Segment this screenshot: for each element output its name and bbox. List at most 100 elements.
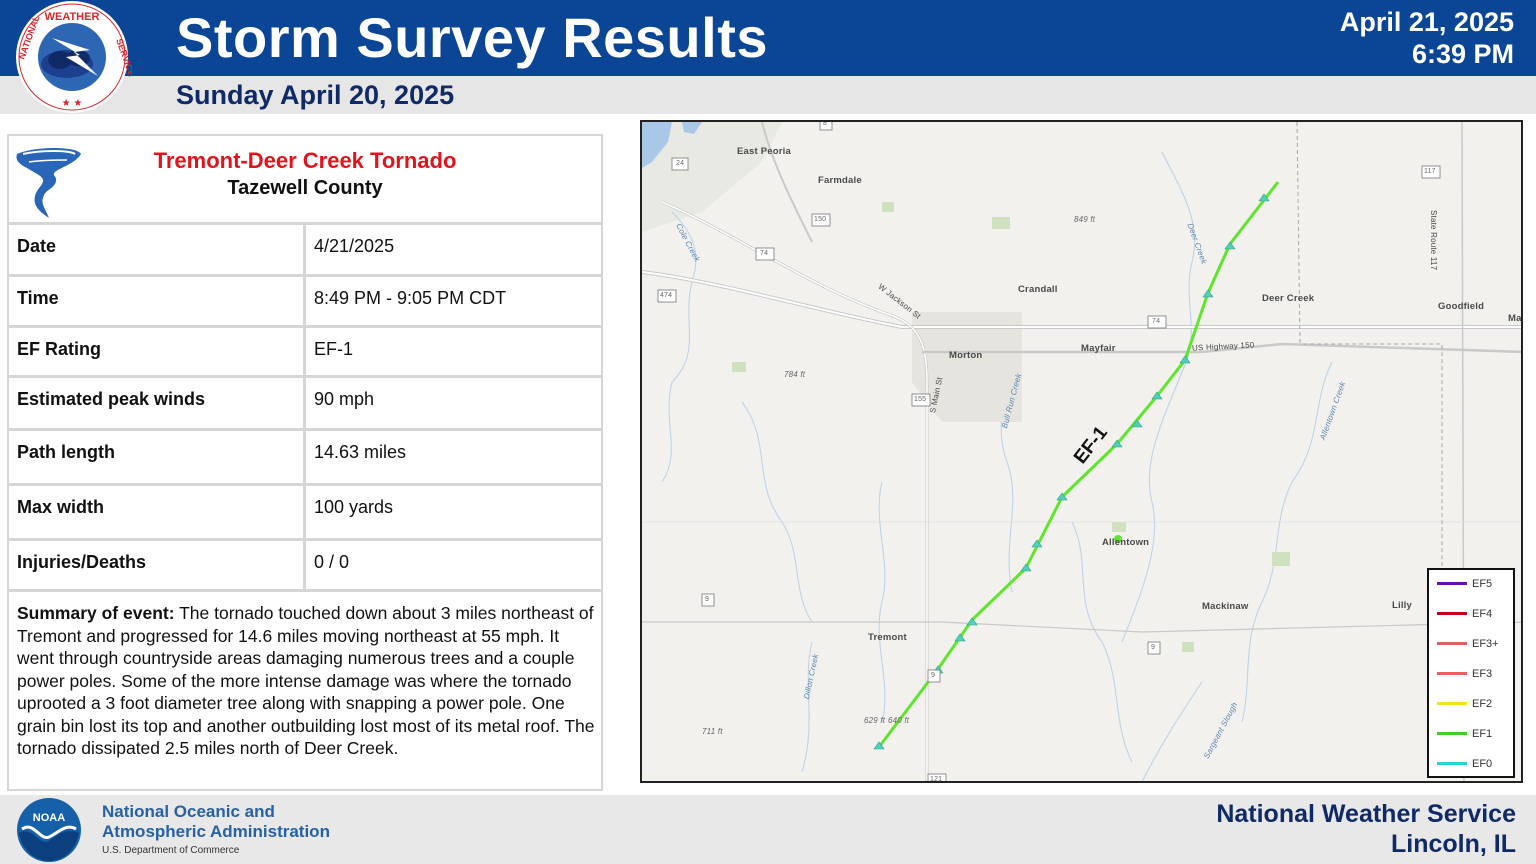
route-shield-155: 155 <box>914 396 927 403</box>
legend-item-ef2: EF2 <box>1437 696 1513 712</box>
svg-text:★ ★: ★ ★ <box>62 98 83 109</box>
info-label-ef-rating: EF Rating <box>17 339 101 359</box>
legend-item-ef0: EF0 <box>1437 756 1513 772</box>
elevation-711: 711 ft <box>702 727 723 736</box>
info-value-peak-winds: 90 mph <box>314 389 375 409</box>
row-divider <box>303 277 306 325</box>
road-label-route-117: State Route 117 <box>1429 210 1438 271</box>
info-value-time: 8:49 PM - 9:05 PM CDT <box>314 288 507 308</box>
info-label-injuries: Injuries/Deaths <box>17 552 147 572</box>
noaa-name-line2: Atmospheric Administration <box>102 822 330 841</box>
page-title: Storm Survey Results <box>176 6 768 69</box>
legend-label: EF1 <box>1472 728 1493 740</box>
noaa-name-line1: National Oceanic and <box>102 802 275 821</box>
info-row-date: Date 4/21/2025 <box>9 225 601 277</box>
info-value-date: 4/21/2025 <box>314 236 395 256</box>
page-subtitle: Sunday April 20, 2025 <box>176 80 455 110</box>
info-row-ef-rating: EF Rating EF-1 <box>9 328 601 378</box>
elevation-849: 849 ft <box>1074 215 1096 224</box>
route-shield-121: 121 <box>930 776 943 783</box>
place-allentown: Allentown <box>1102 537 1150 548</box>
route-shield-9-east: 9 <box>1151 644 1156 651</box>
place-goodfield: Goodfield <box>1438 301 1485 312</box>
route-shield-117: 117 <box>1424 168 1436 175</box>
place-mackinaw: Mackinaw <box>1202 601 1249 612</box>
noaa-department: U.S. Department of Commerce <box>102 845 240 856</box>
legend-label: EF0 <box>1472 758 1493 770</box>
info-label-time: Time <box>17 288 59 308</box>
route-shield-8: 8 <box>823 120 828 127</box>
legend-swatch <box>1437 582 1467 585</box>
footer-band <box>0 795 1536 864</box>
tornado-icon <box>16 148 81 218</box>
event-info-panel: Tremont-Deer Creek Tornado Tazewell Coun… <box>7 134 603 791</box>
row-divider <box>303 541 306 589</box>
info-value-max-width: 100 yards <box>314 497 394 517</box>
place-crandall: Crandall <box>1018 284 1058 295</box>
row-divider <box>303 328 306 375</box>
elevation-784: 784 ft <box>784 370 806 379</box>
legend-label: EF3+ <box>1472 638 1499 650</box>
legend-swatch <box>1437 642 1467 645</box>
legend-label: EF2 <box>1472 698 1493 710</box>
row-divider <box>303 486 306 538</box>
legend-item-ef3plus: EF3+ <box>1437 636 1513 652</box>
legend-item-ef4: EF4 <box>1437 606 1513 622</box>
legend-swatch <box>1437 762 1467 765</box>
issued-date: April 21, 2025 <box>1339 7 1514 37</box>
legend-swatch <box>1437 702 1467 705</box>
ef-legend: EF5 EF4 EF3+ EF3 EF2 EF1 EF0 <box>1427 568 1515 778</box>
info-row-peak-winds: Estimated peak winds 90 mph <box>9 378 601 431</box>
info-label-date: Date <box>17 236 57 256</box>
svg-text:WEATHER: WEATHER <box>45 11 100 23</box>
legend-label: EF5 <box>1472 578 1493 590</box>
tornado-name: Tremont-Deer Creek Tornado <box>153 148 457 173</box>
allentown-marker <box>1114 535 1122 543</box>
info-row-time: Time 8:49 PM - 9:05 PM CDT <box>9 277 601 328</box>
noaa-name: National Oceanic and Atmospheric Adminis… <box>102 802 330 842</box>
office-name-line1: National Weather Service <box>1216 800 1516 828</box>
event-summary: Summary of event: The tornado touched do… <box>17 602 595 760</box>
info-row-path-length: Path length 14.63 miles <box>9 431 601 486</box>
route-shield-474: 474 <box>660 292 673 299</box>
county-name: Tazewell County <box>227 177 383 199</box>
place-farmdale: Farmdale <box>818 175 862 186</box>
place-morton: Morton <box>949 350 983 361</box>
row-divider <box>303 431 306 483</box>
info-row-max-width: Max width 100 yards <box>9 486 601 541</box>
info-value-ef-rating: EF-1 <box>314 339 354 359</box>
legend-swatch <box>1437 672 1467 675</box>
survey-map[interactable]: 8 24 150 74 474 117 74 155 9 9 9 121 Eas… <box>640 120 1523 783</box>
place-east-peoria: East Peoria <box>737 146 791 157</box>
event-title-box: Tremont-Deer Creek Tornado Tazewell Coun… <box>9 136 601 225</box>
route-shield-9-central: 9 <box>931 672 936 679</box>
legend-item-ef5: EF5 <box>1437 576 1513 592</box>
summary-label: Summary of event: <box>17 603 175 623</box>
subheader-band <box>0 76 1536 114</box>
info-value-path-length: 14.63 miles <box>314 442 407 462</box>
legend-label: EF3 <box>1472 668 1493 680</box>
info-value-injuries: 0 / 0 <box>314 552 350 572</box>
route-shield-9-west: 9 <box>705 596 710 603</box>
noaa-logo-text: NOAA <box>33 812 65 824</box>
route-shield-74-east: 74 <box>1152 318 1161 325</box>
row-divider <box>303 378 306 428</box>
route-shield-24: 24 <box>676 160 685 167</box>
info-label-peak-winds: Estimated peak winds <box>17 389 206 409</box>
office-name-line2: Lincoln, IL <box>1391 830 1516 858</box>
route-shield-74-west: 74 <box>760 250 769 257</box>
legend-label: EF4 <box>1472 608 1493 620</box>
map-basemap <box>642 122 1521 781</box>
nws-logo-icon: WEATHER ★ ★ NATIONAL SERVICE <box>16 1 132 113</box>
legend-item-ef3: EF3 <box>1437 666 1513 682</box>
place-mayfair: Mayfair <box>1081 343 1116 354</box>
noaa-logo-icon: NOAA <box>17 798 81 862</box>
row-divider <box>303 225 306 274</box>
info-label-path-length: Path length <box>17 442 115 462</box>
header-band <box>0 0 1536 76</box>
elevation-629: 629 ft <box>864 716 886 725</box>
legend-swatch <box>1437 732 1467 735</box>
route-shield-150: 150 <box>814 216 827 223</box>
place-tremont: Tremont <box>868 632 907 643</box>
place-deer-creek: Deer Creek <box>1262 293 1315 304</box>
